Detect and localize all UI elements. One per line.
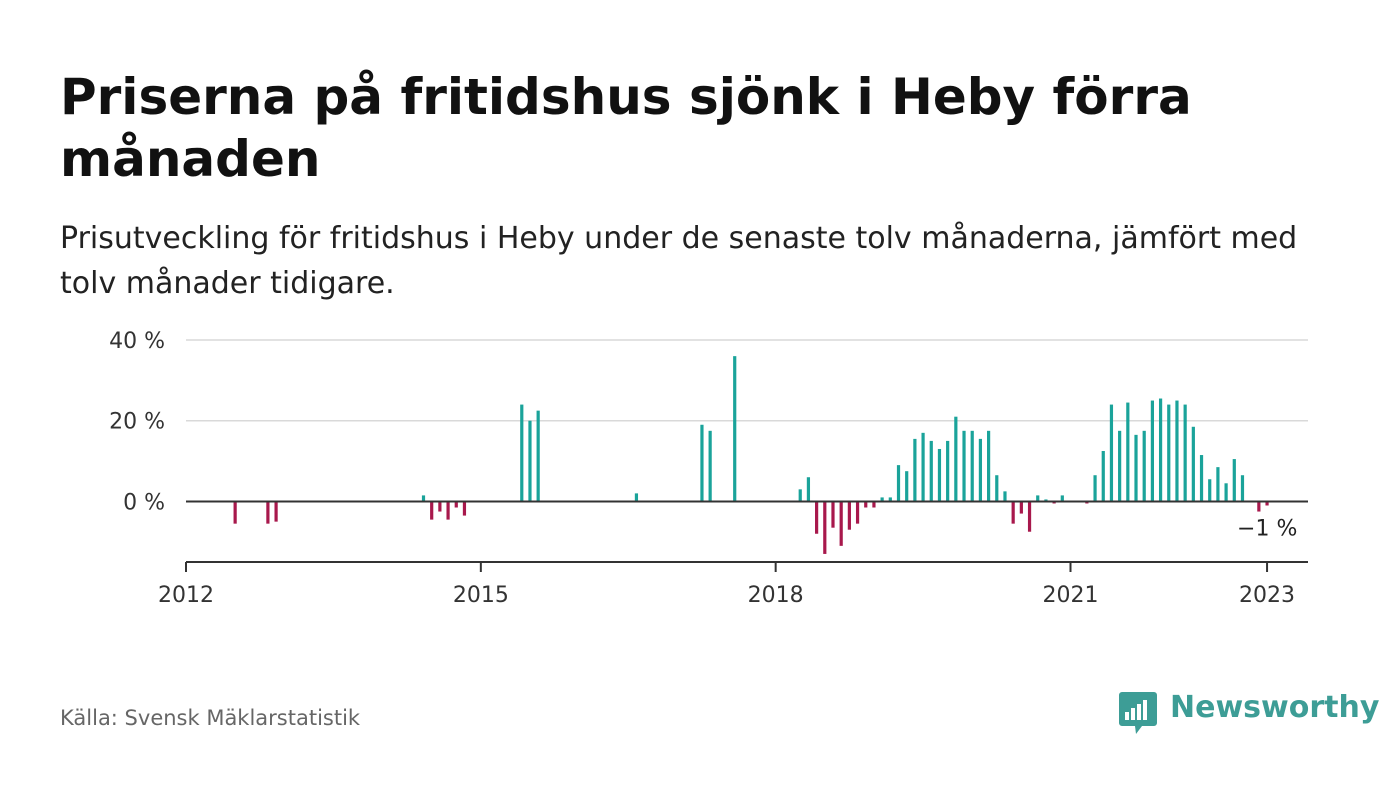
bar — [1224, 483, 1228, 502]
bar — [855, 501, 860, 524]
bar — [905, 471, 909, 502]
bar — [823, 501, 827, 554]
bar — [913, 438, 917, 502]
bar — [1257, 501, 1261, 512]
bar — [1208, 479, 1212, 502]
bar — [888, 497, 892, 502]
y-tick-label: 20 % — [109, 410, 165, 435]
x-tick-label: 2021 — [1042, 583, 1098, 608]
x-tick-label: 2023 — [1239, 583, 1295, 608]
bar — [634, 493, 639, 502]
bar — [1126, 402, 1130, 502]
bar — [880, 497, 884, 502]
bar — [970, 430, 974, 502]
bar — [1183, 404, 1187, 502]
bar — [446, 501, 450, 520]
bar — [978, 438, 983, 502]
bar — [1109, 404, 1114, 502]
bar — [1044, 499, 1048, 502]
bar — [946, 440, 950, 502]
bar — [896, 465, 901, 502]
y-tick-label: 0 % — [123, 490, 165, 515]
bar — [1240, 475, 1245, 502]
bar — [798, 489, 802, 502]
bar — [921, 432, 925, 502]
bar — [1175, 400, 1179, 502]
bar — [864, 501, 868, 508]
bar — [700, 424, 704, 502]
bar — [1134, 434, 1138, 502]
y-tick-label: 40 % — [109, 329, 165, 354]
bar — [1158, 398, 1163, 502]
bar — [1167, 404, 1171, 502]
bar — [1150, 400, 1154, 502]
bar — [454, 501, 458, 508]
bar — [986, 430, 991, 502]
bar — [733, 356, 737, 502]
bar — [536, 410, 540, 502]
bar — [1216, 467, 1220, 502]
bar — [1003, 491, 1007, 502]
bar — [1093, 475, 1097, 502]
bar — [872, 501, 876, 508]
bar — [1085, 501, 1089, 504]
bar — [954, 416, 958, 502]
bar — [528, 420, 532, 502]
x-tick-label: 2018 — [748, 583, 804, 608]
bar — [847, 501, 851, 530]
bar-chart: 40 % 20 % 0 % 2012 2015 2018 2021 2023 −1 % — [109, 329, 1308, 608]
bar — [937, 448, 942, 502]
bar — [1142, 430, 1146, 502]
x-tick-label: 2015 — [453, 583, 509, 608]
bar — [1199, 455, 1204, 502]
bar — [438, 501, 442, 512]
bar — [1232, 459, 1236, 502]
bar — [1265, 501, 1269, 506]
bar — [831, 501, 835, 528]
bar — [1052, 501, 1056, 504]
bar — [1118, 430, 1122, 502]
bar — [1019, 501, 1023, 514]
bar — [421, 495, 426, 502]
source-note: Källa: Svensk Mäklarstatistik — [60, 706, 361, 730]
last-value-label: −1 % — [1237, 516, 1297, 541]
bar — [806, 477, 811, 502]
bar — [839, 501, 843, 546]
x-tick-label: 2012 — [158, 583, 214, 608]
bar — [962, 430, 966, 502]
bar — [929, 440, 933, 502]
brand-name: Newsworthy — [1170, 690, 1380, 725]
bar — [520, 404, 524, 502]
bar — [1191, 426, 1195, 502]
bar — [815, 501, 819, 534]
bar — [1011, 501, 1015, 524]
chart-subtitle: Prisutveckling för fritidshus i Heby und… — [60, 221, 1298, 301]
bar — [274, 501, 278, 522]
newsworthy-bar-icon — [1119, 692, 1157, 734]
bar — [1101, 451, 1105, 502]
bar — [233, 501, 237, 524]
chart-title: Priserna på fritidshus sjönk i Heby förr… — [60, 68, 1192, 188]
bar — [1060, 495, 1064, 502]
bar — [1036, 495, 1040, 502]
bar — [708, 430, 712, 502]
bar — [995, 475, 999, 502]
bar — [266, 501, 270, 524]
bar — [430, 501, 434, 520]
bar — [1027, 501, 1032, 532]
bar — [462, 501, 467, 516]
